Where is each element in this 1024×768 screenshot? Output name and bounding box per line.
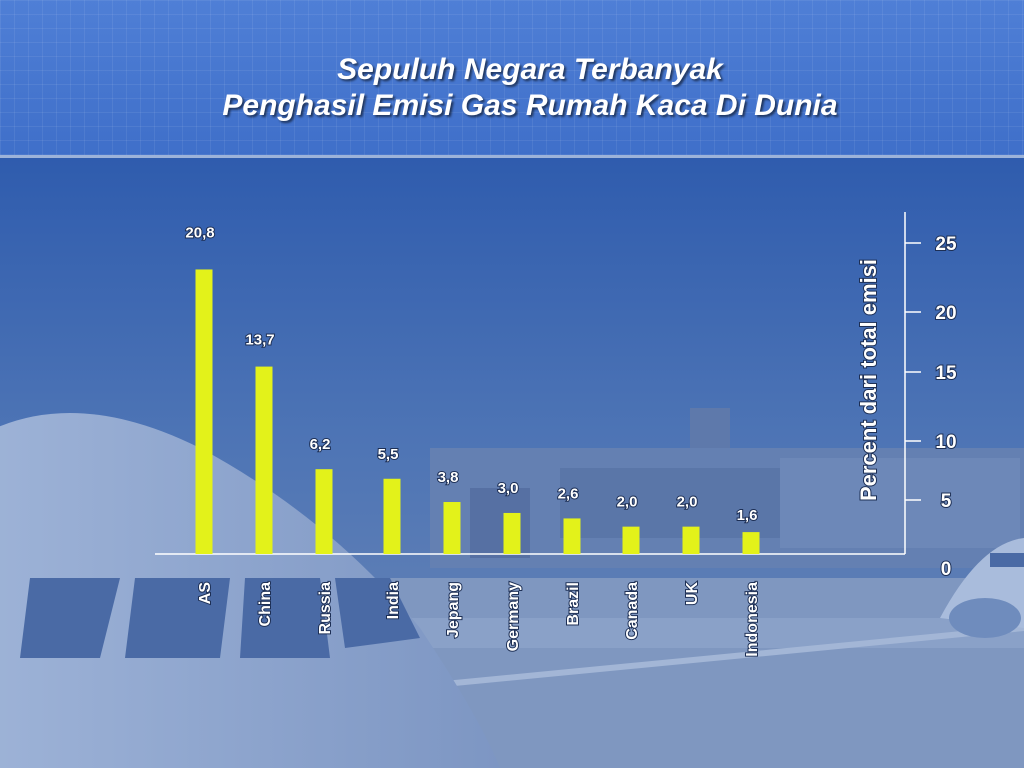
data-label: 1,6 [737,507,758,524]
y-tick-label: 15 [935,363,957,384]
bar [622,526,640,554]
y-axis-title: Percent dari total emisi [856,259,881,501]
data-label: 13,7 [245,332,274,349]
category-label: Indonesia [744,582,761,657]
category-label: Russia [317,582,334,635]
data-label: 20,8 [185,224,214,241]
airport-background [0,158,1024,768]
bar [315,469,333,554]
category-label: UK [684,582,701,606]
data-label: 2,0 [617,494,638,511]
bar [383,478,401,554]
y-tick-label: 5 [941,491,952,512]
category-label: Brazil [565,582,582,626]
data-label: 2,0 [677,494,698,511]
data-label: 2,6 [558,485,579,502]
bar [742,532,760,554]
y-tick-label: 20 [935,303,956,324]
category-labels: AS China Russia India Jepang Germany Brazil Can… [196,581,762,658]
axes [155,212,906,555]
title-line-1: Sepuluh Negara Terbanyak [337,53,723,86]
data-label: 3,8 [438,469,459,486]
category-label: AS [197,582,214,605]
data-labels: 20,8 13,7 6,2 5,5 3,8 3,0 2,6 2,0 2,0 1,6 [184,223,758,525]
bar [443,502,461,554]
title-banner: Sepuluh Negara Terbanyak Penghasil Emisi… [0,0,1024,158]
y-tick-label: 0 [941,559,952,580]
y-tick-label: 25 [935,234,957,255]
bar [195,269,213,554]
data-label: 6,2 [310,436,331,453]
data-label: 3,0 [498,480,519,497]
category-label: China [257,582,274,627]
title-line-2: Penghasil Emisi Gas Rumah Kaca Di Dunia [222,89,838,122]
y-tick-label: 10 [935,432,956,453]
category-label: Jepang [445,582,462,638]
category-label: India [385,582,402,619]
bars [195,269,760,554]
bar [255,366,273,554]
bar [682,526,700,554]
bar [563,518,581,554]
data-label: 5,5 [378,446,399,463]
slide-title: Sepuluh Negara Terbanyak Penghasil Emisi… [0,52,1024,124]
y-axis-ticks: 0 5 10 15 20 25 [905,233,958,581]
category-label: Germany [505,582,522,651]
category-label: Canada [624,582,641,640]
bar [503,512,521,554]
